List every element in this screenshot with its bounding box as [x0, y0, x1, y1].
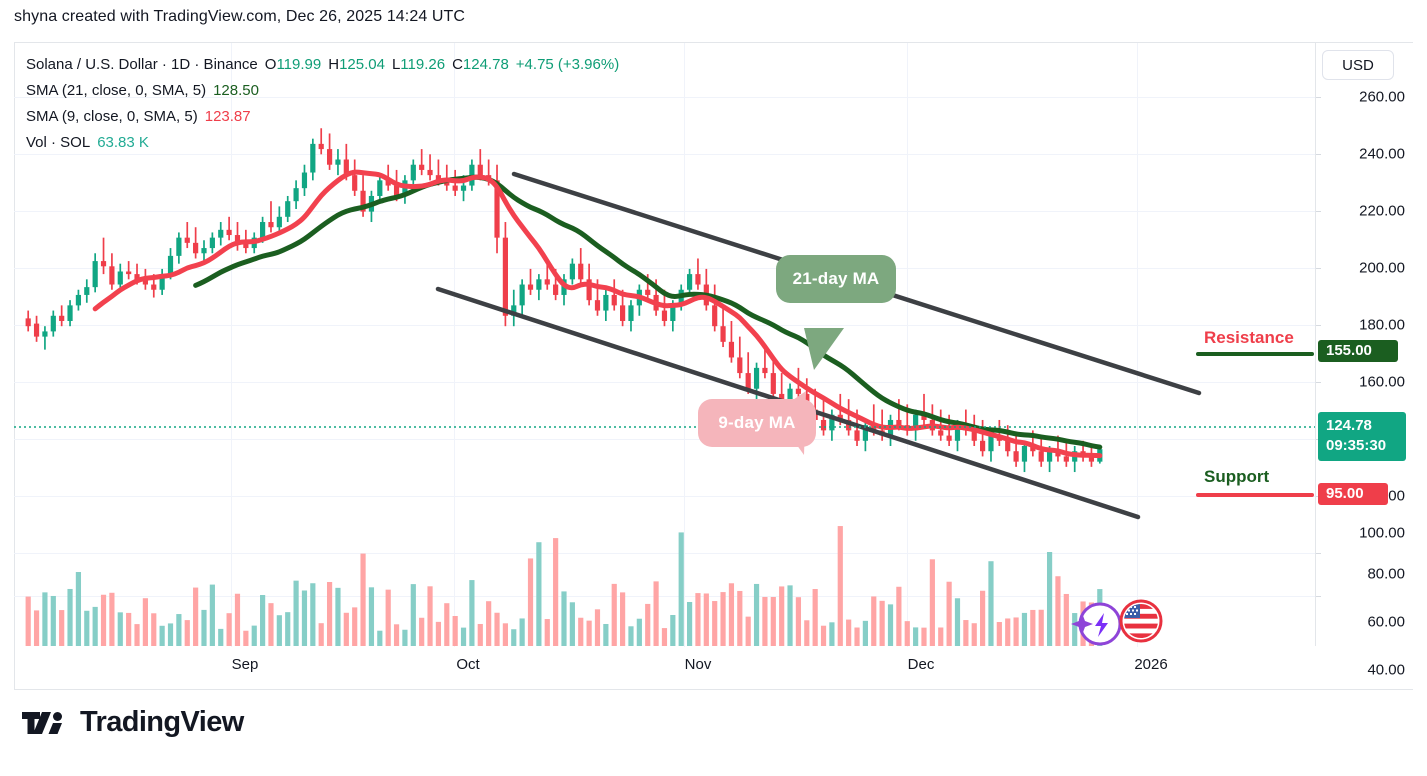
legend-change: +4.75 (+3.96%) [515, 56, 620, 73]
legend-high-value: 125.04 [339, 56, 385, 73]
legend-volume-label: Vol · SOL [26, 134, 91, 151]
support-label: Support [1204, 467, 1270, 486]
axis-tick [1315, 596, 1321, 597]
legend-sma21-row[interactable]: SMA (21, close, 0, SMA, 5) 128.50 [26, 78, 619, 104]
axis-label-180: 180.00 [1359, 316, 1405, 334]
sticker-group [1071, 599, 1163, 646]
axis-tick [1315, 325, 1321, 326]
chart-legend: Solana / U.S. Dollar · 1D · Binance O119.… [26, 52, 619, 156]
current-price-badge[interactable]: 124.78 09:35:30 [1318, 412, 1406, 461]
support-line[interactable] [1196, 493, 1314, 497]
gridline-100 [14, 553, 1315, 554]
gridline-nov [684, 43, 685, 647]
price-axis[interactable]: 260.00 240.00 220.00 200.00 180.00 160.0… [1315, 43, 1413, 679]
tradingview-logo[interactable]: TradingView [22, 706, 244, 739]
axis-label-40: 40.00 [1367, 661, 1405, 679]
chart-left-border [14, 42, 15, 690]
axis-label-220: 220.00 [1359, 202, 1405, 220]
legend-open-value: 119.99 [276, 56, 322, 73]
gridline-80 [14, 596, 1315, 597]
legend-low-key: L [391, 56, 401, 73]
gridline-120 [14, 496, 1315, 497]
axis-label-80: 80.00 [1367, 565, 1405, 583]
gridline-200 [14, 268, 1315, 269]
us-flag-sticker[interactable] [1119, 599, 1163, 643]
axis-label-200: 200.00 [1359, 259, 1405, 277]
legend-close-key: C [452, 56, 463, 73]
time-label-nov: Nov [684, 656, 712, 673]
time-label-dec: Dec [907, 656, 935, 673]
axis-label-60: 60.00 [1367, 613, 1405, 631]
time-label-2026: 2026 [1134, 656, 1168, 673]
legend-high-key: H [328, 56, 340, 73]
callout-21-day-ma[interactable]: 21-day MA [776, 255, 896, 303]
gridline-220 [14, 211, 1315, 212]
current-price-value: 124.78 [1326, 417, 1372, 434]
current-price-line [14, 426, 1315, 428]
legend-sma9-value: 123.87 [204, 108, 251, 125]
time-axis[interactable]: Sep Oct Nov Dec 2026 [14, 646, 1413, 690]
axis-label-240: 240.00 [1359, 145, 1405, 163]
legend-close-value: 124.78 [462, 56, 509, 73]
gridline-dec [907, 43, 908, 647]
current-price-countdown: 09:35:30 [1326, 437, 1387, 454]
axis-tick [1315, 97, 1321, 98]
legend-open-key: O [264, 56, 277, 73]
legend-symbol-row[interactable]: Solana / U.S. Dollar · 1D · Binance O119.… [26, 52, 619, 78]
axis-tick [1315, 268, 1321, 269]
resistance-price-badge[interactable]: 155.00 [1318, 340, 1398, 362]
time-label-sep: Sep [231, 656, 259, 673]
legend-sma21-value: 128.50 [213, 82, 259, 99]
legend-sma21-label: SMA (21, close, 0, SMA, 5) [26, 82, 207, 99]
gridline-oct [454, 43, 455, 647]
callout-tail-ma21 [804, 328, 844, 370]
chart-frame: 21-day MA 9-day MA [14, 42, 1413, 690]
candlestick-series [25, 128, 1103, 646]
support-price-badge[interactable]: 95.00 [1318, 483, 1388, 505]
axis-label-100: 100.00 [1359, 524, 1405, 542]
axis-label-260: 260.00 [1359, 88, 1405, 106]
ma21-pointer [804, 328, 844, 370]
gridline-sep [231, 43, 232, 647]
price-pane[interactable]: 21-day MA 9-day MA [14, 43, 1315, 647]
gridline-260 [14, 97, 1315, 98]
legend-volume-value: 63.83 K [97, 134, 149, 151]
axis-tick [1315, 154, 1321, 155]
axis-tick [1315, 553, 1321, 554]
legend-symbol: Solana / U.S. Dollar · 1D · Binance [26, 56, 258, 73]
legend-volume-row[interactable]: Vol · SOL 63.83 K [26, 130, 619, 156]
tradingview-mark-icon [22, 711, 62, 734]
gridline-240 [14, 154, 1315, 155]
callout-9-day-ma-label: 9-day MA [718, 413, 796, 432]
lightning-sticker[interactable] [1071, 602, 1122, 646]
axis-tick [1315, 382, 1321, 383]
tradingview-wordmark: TradingView [80, 706, 244, 738]
callout-21-day-ma-label: 21-day MA [792, 269, 880, 288]
legend-sma9-label: SMA (9, close, 0, SMA, 5) [26, 108, 198, 125]
chart-right-border [1315, 42, 1316, 646]
gridline-140 [14, 439, 1315, 440]
resistance-label: Resistance [1204, 328, 1294, 347]
legend-sma9-row[interactable]: SMA (9, close, 0, SMA, 5) 123.87 [26, 104, 619, 130]
attribution-text: shyna created with TradingView.com, Dec … [14, 8, 466, 25]
legend-low-value: 119.26 [400, 56, 446, 73]
callout-9-day-ma[interactable]: 9-day MA [698, 399, 816, 447]
resistance-line[interactable] [1196, 352, 1314, 356]
gridline-160 [14, 382, 1315, 383]
time-label-oct: Oct [456, 656, 480, 673]
currency-badge[interactable]: USD [1322, 50, 1394, 80]
axis-tick [1315, 211, 1321, 212]
axis-label-160: 160.00 [1359, 373, 1405, 391]
gridline-2026 [1137, 43, 1138, 647]
